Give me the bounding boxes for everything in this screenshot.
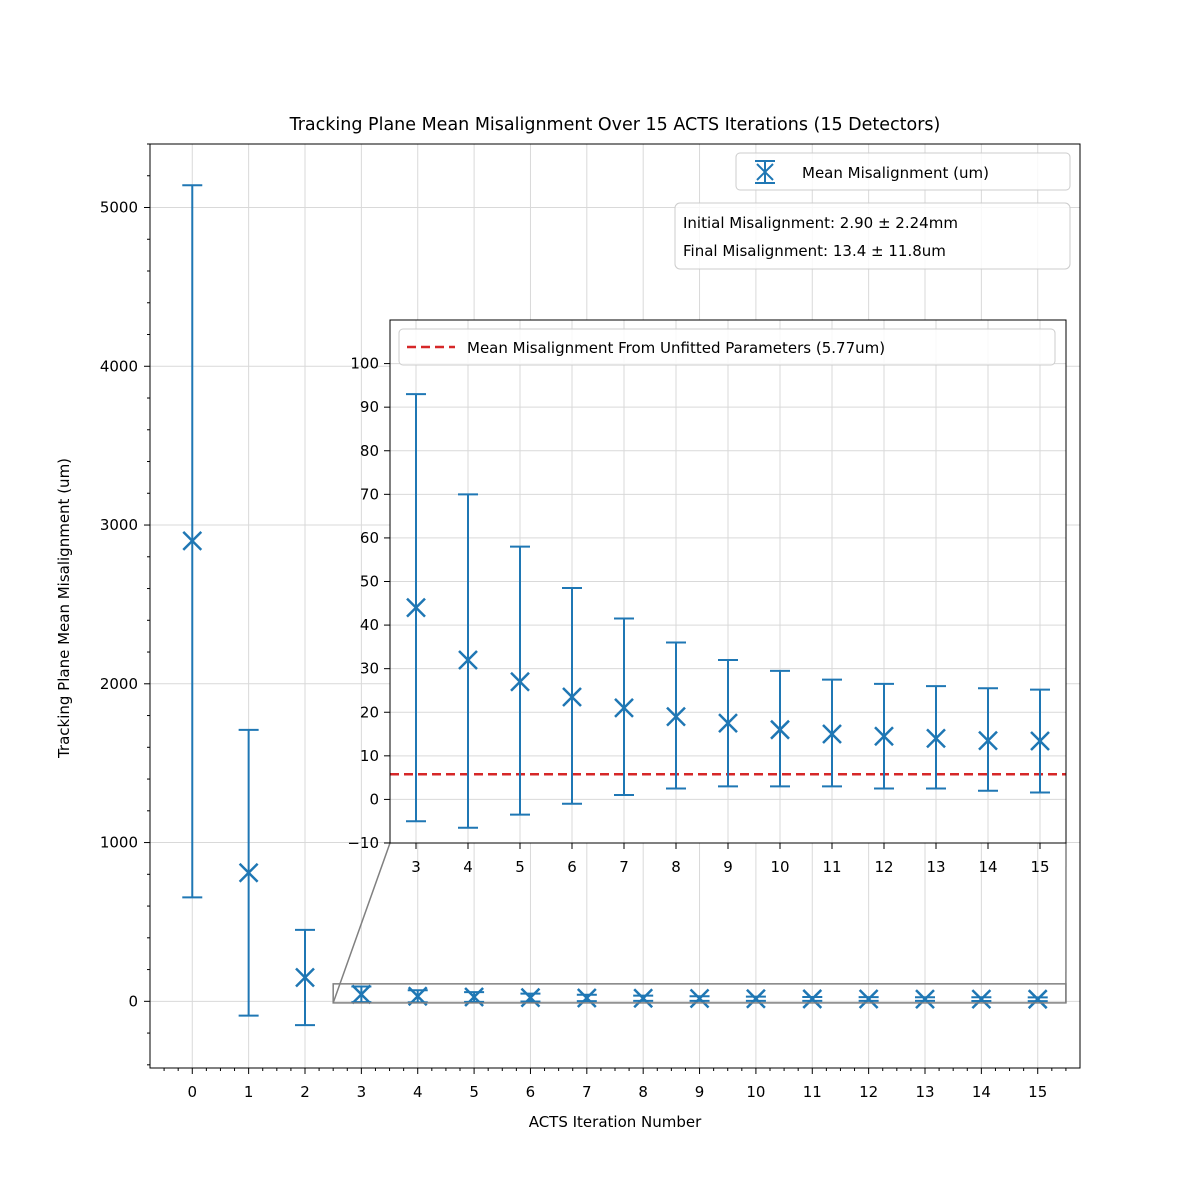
inset-x-tick-label: 7 xyxy=(619,858,629,876)
main-data-point xyxy=(182,531,203,551)
main-y-tick-label: 3000 xyxy=(100,516,138,534)
inset-y-tick-label: −10 xyxy=(347,834,379,852)
inset-x-tick-label: 3 xyxy=(411,858,421,876)
stats-annotation: Initial Misalignment: 2.90 ± 2.24mm Fina… xyxy=(674,202,1071,270)
main-x-tick-label: 9 xyxy=(695,1083,705,1101)
chart-title: Tracking Plane Mean Misalignment Over 15… xyxy=(289,115,941,135)
inset-y-tick-label: 0 xyxy=(369,790,379,808)
inset-y-tick-label: 30 xyxy=(360,660,379,678)
main-legend: Mean Misalignment (um) xyxy=(735,152,1071,191)
inset-x-tick-label: 8 xyxy=(671,858,681,876)
inset-data-point xyxy=(510,671,530,692)
inset-data-point xyxy=(458,650,478,670)
inset-data-point xyxy=(406,597,426,618)
main-x-tick-label: 14 xyxy=(972,1083,991,1101)
main-y-tick-label: 1000 xyxy=(100,834,138,852)
main-x-tick-label: 7 xyxy=(582,1083,592,1101)
main-x-tick-label: 1 xyxy=(244,1083,254,1101)
inset-x-tick-label: 10 xyxy=(770,858,789,876)
inset-chart: 3 4 5 6 7 8 9 10 11 12 13 14 15 −10 0 10 20 30 40 50 60 70 80 9… xyxy=(347,319,1067,876)
inset-y-tick-label: 80 xyxy=(360,442,379,460)
main-x-tick-label: 4 xyxy=(413,1083,423,1101)
main-data-point xyxy=(802,989,823,1009)
inset-legend-box xyxy=(398,328,1056,366)
inset-x-tick-label: 13 xyxy=(926,858,945,876)
zoom-indicator xyxy=(332,842,1067,1004)
main-x-tick-label: 3 xyxy=(357,1083,367,1101)
main-legend-box xyxy=(735,152,1071,191)
main-data-point xyxy=(295,967,315,988)
inset-data-point xyxy=(666,706,686,727)
inset-data-point xyxy=(562,687,582,707)
main-data-point xyxy=(915,989,935,1009)
inset-x-tick-label: 5 xyxy=(515,858,525,876)
main-x-tick-label: 8 xyxy=(638,1083,648,1101)
main-x-tick-label: 13 xyxy=(915,1083,934,1101)
inset-x-tick-label: 6 xyxy=(567,858,577,876)
inset-y-tick-label: 20 xyxy=(360,703,379,721)
inset-x-tick-label: 11 xyxy=(822,858,841,876)
inset-frame xyxy=(389,319,1067,844)
inset-data-point xyxy=(874,726,894,747)
inset-x-tick-label: 12 xyxy=(874,858,893,876)
main-x-tick-label: 11 xyxy=(803,1083,822,1101)
inset-x-tick-label: 4 xyxy=(463,858,473,876)
x-axis-label: ACTS Iteration Number xyxy=(529,1113,702,1131)
inset-data-point xyxy=(926,728,946,749)
main-x-tick-label: 12 xyxy=(859,1083,878,1101)
inset-y-tick-label: 90 xyxy=(360,398,379,416)
inset-x-tick-label: 9 xyxy=(723,858,733,876)
inset-y-tick-label: 50 xyxy=(360,573,379,591)
inset-axis-ticks: 3 4 5 6 7 8 9 10 11 12 13 14 15 −10 0 10 20 30 40 50 60 70 80 9… xyxy=(347,355,1049,876)
inset-data-point xyxy=(1030,731,1050,751)
inset-data-point xyxy=(978,730,998,751)
main-x-tick-label: 10 xyxy=(746,1083,765,1101)
main-x-tick-label: 5 xyxy=(469,1083,479,1101)
inset-data-point xyxy=(718,713,738,734)
zoom-connector-left xyxy=(332,842,391,1004)
y-axis-label: Tracking Plane Mean Misalignment (um) xyxy=(55,458,73,759)
inset-data-point xyxy=(614,698,634,718)
stats-box xyxy=(674,202,1071,270)
main-data-point xyxy=(971,989,992,1010)
main-plot-frame xyxy=(149,143,1081,1069)
main-data-point xyxy=(633,988,654,1009)
inset-y-tick-label: 100 xyxy=(350,355,379,373)
main-data-point xyxy=(1027,989,1048,1010)
legend-marker-icon xyxy=(755,160,775,184)
main-data-point xyxy=(576,988,597,1008)
main-y-tick-label: 2000 xyxy=(100,675,138,693)
inset-data-series xyxy=(406,393,1050,829)
inset-legend-label: Mean Misalignment From Unfitted Paramete… xyxy=(467,339,885,357)
inset-legend: Mean Misalignment From Unfitted Paramete… xyxy=(398,328,1056,366)
main-data-point xyxy=(238,862,259,883)
main-x-tick-label: 0 xyxy=(187,1083,197,1101)
inset-y-tick-label: 40 xyxy=(360,616,379,634)
main-x-tick-label: 2 xyxy=(300,1083,310,1101)
final-misalignment-text: Final Misalignment: 13.4 ± 11.8um xyxy=(683,242,946,260)
legend-label: Mean Misalignment (um) xyxy=(802,164,989,182)
inset-data-point xyxy=(822,724,842,744)
inset-y-tick-label: 60 xyxy=(360,529,379,547)
inset-y-tick-label: 70 xyxy=(360,485,379,503)
main-data-point xyxy=(351,984,372,1005)
main-y-tick-label: 4000 xyxy=(100,357,138,375)
main-x-tick-label: 6 xyxy=(526,1083,536,1101)
inset-y-tick-label: 10 xyxy=(360,747,379,765)
main-x-tick-label: 15 xyxy=(1028,1083,1047,1101)
main-y-tick-label: 0 xyxy=(128,992,138,1010)
main-y-tick-label: 5000 xyxy=(100,199,138,217)
inset-data-point xyxy=(770,719,790,740)
main-data-point xyxy=(689,988,710,1009)
main-data-point xyxy=(746,988,766,1009)
inset-x-tick-label: 15 xyxy=(1030,858,1049,876)
initial-misalignment-text: Initial Misalignment: 2.90 ± 2.24mm xyxy=(683,214,958,232)
main-data-series xyxy=(182,184,1048,1027)
main-data-point xyxy=(858,989,879,1009)
inset-x-tick-label: 14 xyxy=(978,858,997,876)
